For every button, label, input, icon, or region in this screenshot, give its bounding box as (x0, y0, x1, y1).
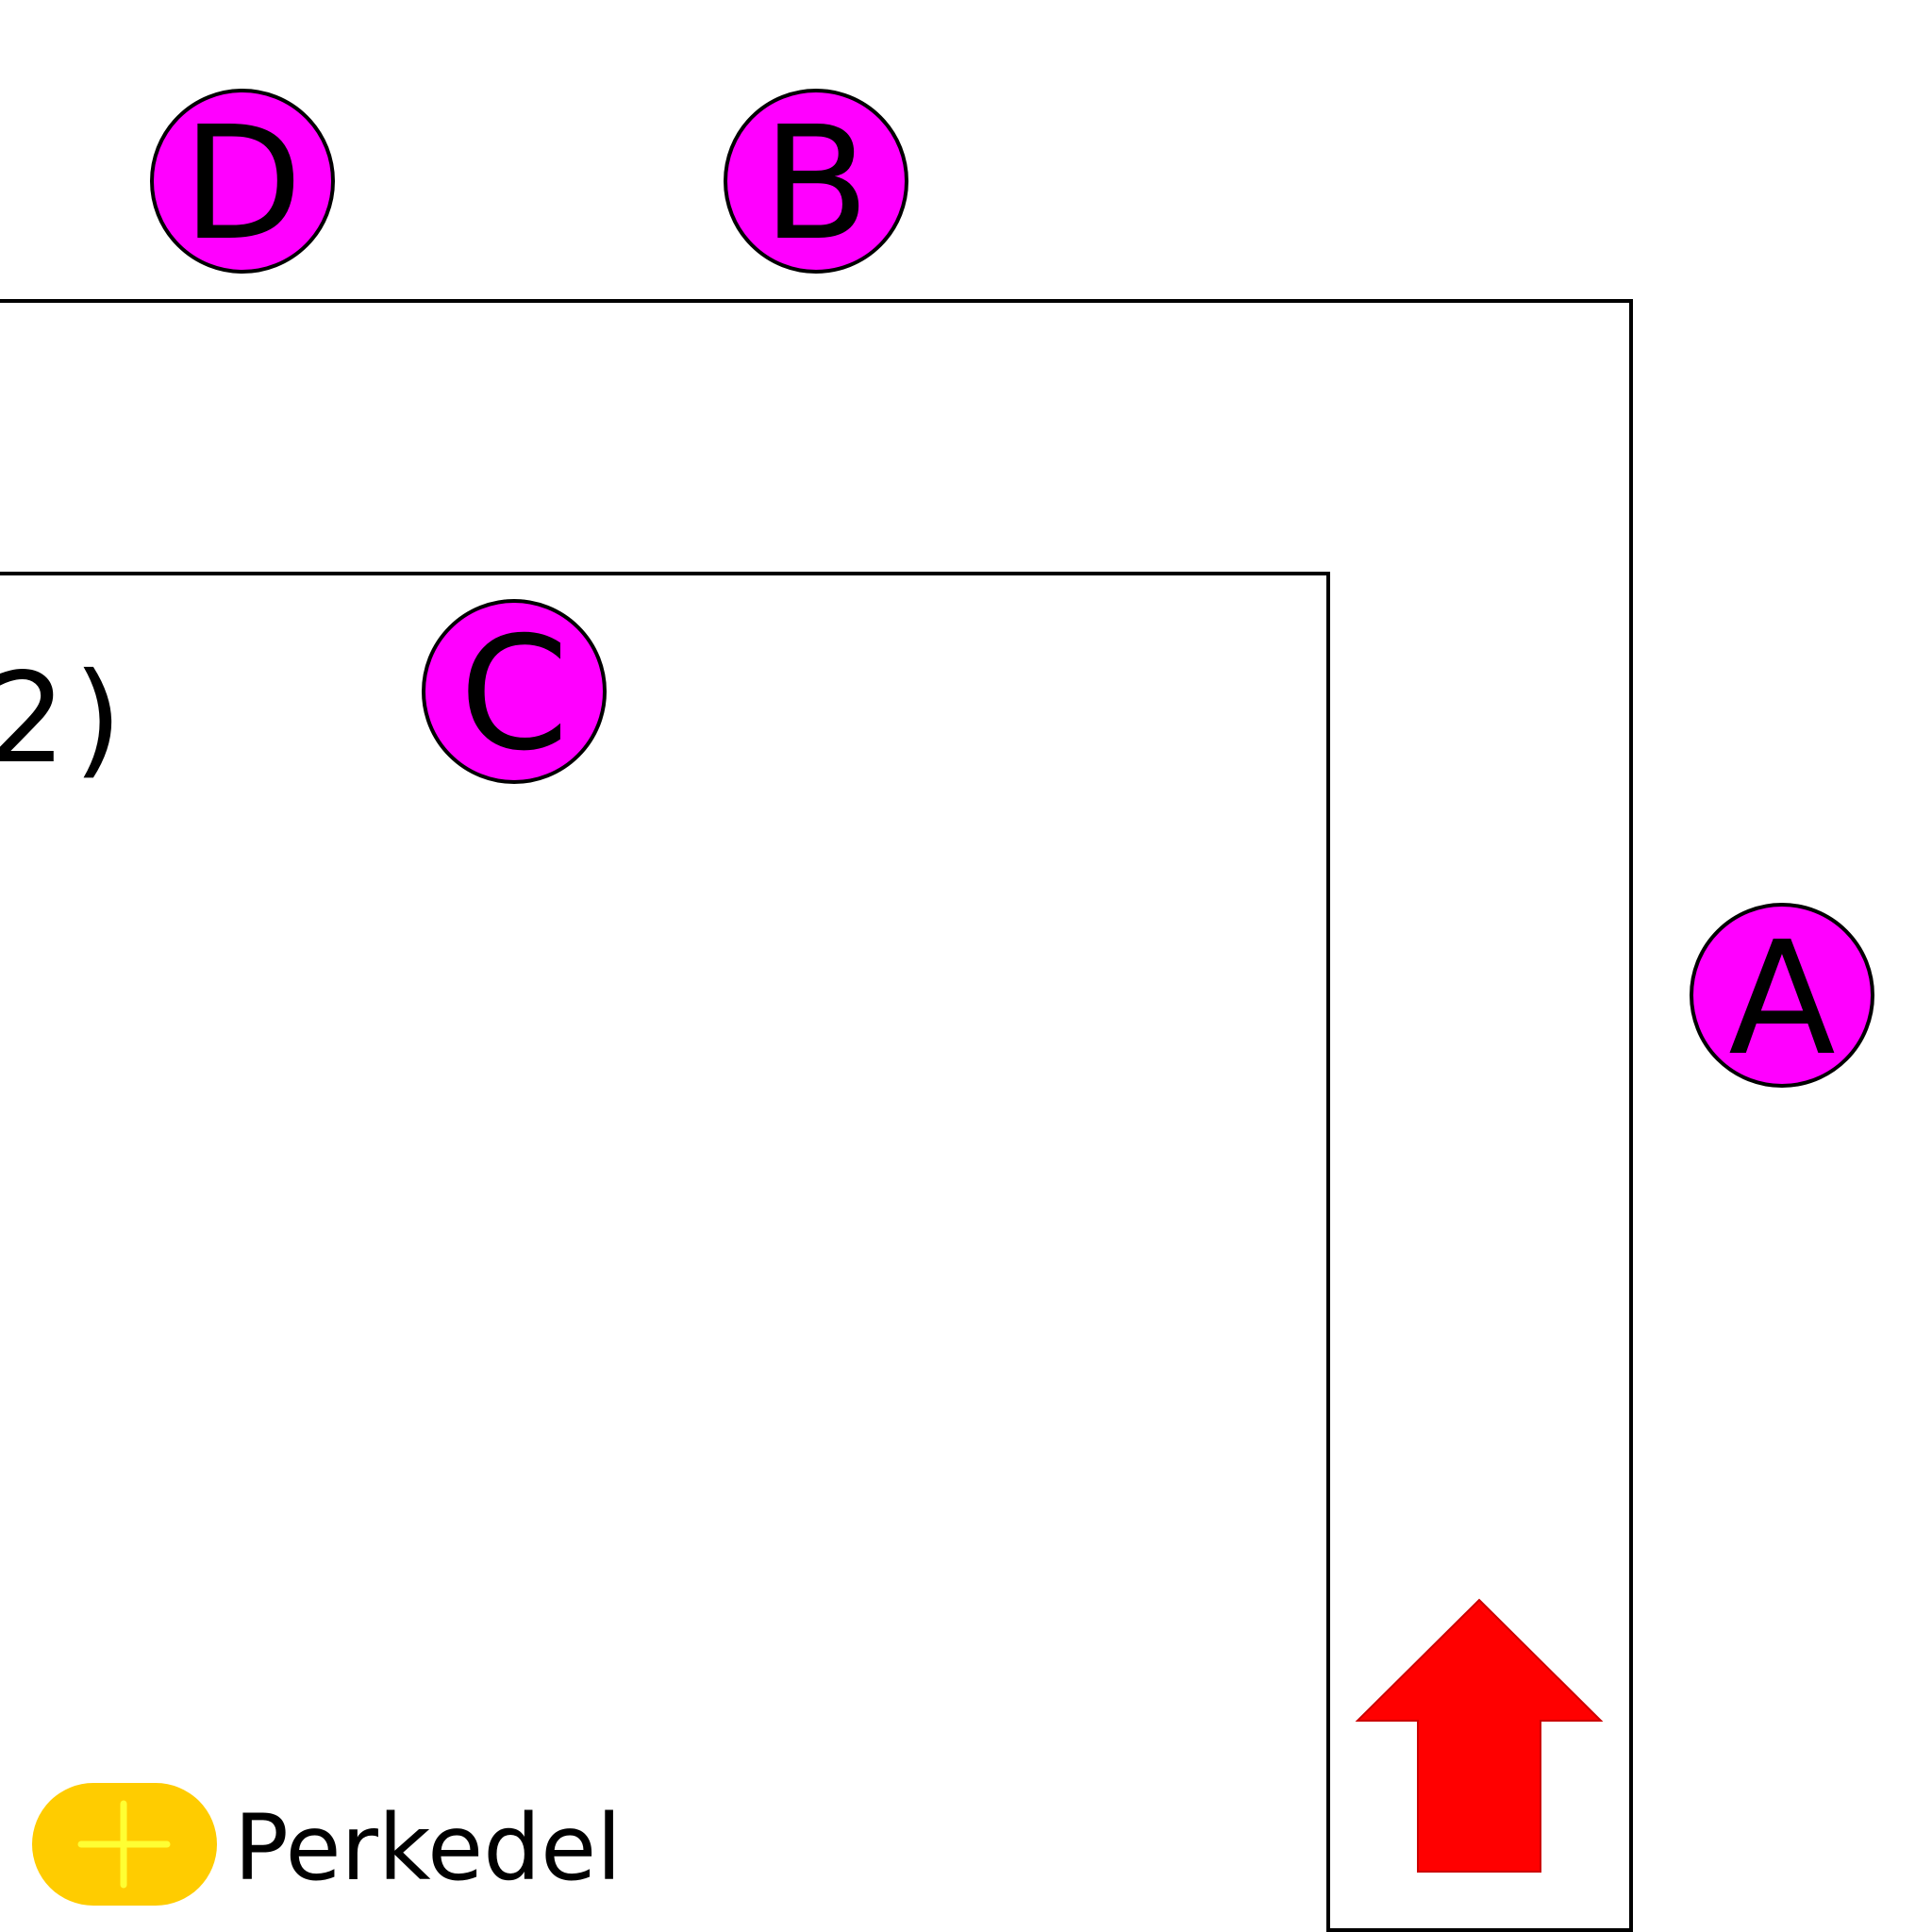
marker-a-label: A (1728, 908, 1836, 1091)
marker-a-circle (1690, 903, 1874, 1088)
outer-corridor-wall (0, 299, 1633, 1932)
arrow-up-icon[interactable] (1355, 1598, 1604, 1873)
marker-b-circle (724, 89, 908, 274)
marker-c[interactable]: C (422, 599, 607, 786)
partial-room-label: 2) (0, 646, 129, 791)
marker-c-label: C (459, 604, 569, 786)
marker-d-circle (150, 89, 335, 274)
marker-c-circle (422, 599, 607, 784)
legend-label: Perkedel (234, 1795, 622, 1901)
plus-pill-icon (32, 1783, 217, 1906)
marker-b-label: B (762, 93, 870, 275)
legend: Perkedel (32, 1783, 622, 1906)
marker-b[interactable]: B (724, 89, 908, 275)
marker-d[interactable]: D (150, 89, 335, 275)
marker-a[interactable]: A (1690, 903, 1874, 1091)
marker-d-label: D (182, 93, 303, 275)
